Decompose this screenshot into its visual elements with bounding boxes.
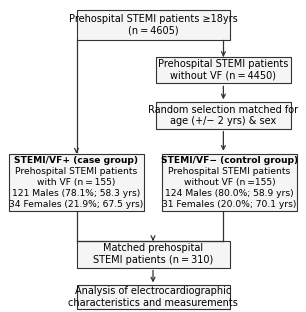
Text: with VF (n = 155): with VF (n = 155) — [37, 178, 116, 187]
Text: Prehospital STEMI patients: Prehospital STEMI patients — [15, 167, 138, 176]
FancyBboxPatch shape — [156, 102, 291, 129]
FancyBboxPatch shape — [76, 10, 230, 40]
Text: Prehospital STEMI patients ≥18yrs
(n = 4605): Prehospital STEMI patients ≥18yrs (n = 4… — [69, 14, 237, 36]
Text: Matched prehospital
STEMI patients (n = 310): Matched prehospital STEMI patients (n = … — [93, 243, 213, 265]
FancyBboxPatch shape — [162, 154, 297, 212]
Text: STEMI/VF+ (case group): STEMI/VF+ (case group) — [14, 156, 139, 165]
Text: STEMI/VF− (control group): STEMI/VF− (control group) — [161, 156, 298, 165]
FancyBboxPatch shape — [9, 154, 144, 212]
Text: Analysis of electrocardiographic
characteristics and measurements: Analysis of electrocardiographic charact… — [68, 286, 238, 308]
FancyBboxPatch shape — [156, 57, 291, 83]
FancyBboxPatch shape — [76, 285, 230, 309]
Text: Prehospital STEMI patients
without VF (n = 4450): Prehospital STEMI patients without VF (n… — [158, 59, 289, 81]
Text: without VF (n =155): without VF (n =155) — [184, 178, 275, 187]
Text: 124 Males (80.0%; 58.9 yrs): 124 Males (80.0%; 58.9 yrs) — [165, 189, 294, 198]
FancyBboxPatch shape — [76, 241, 230, 268]
Text: 34 Females (21.9%; 67.5 yrs): 34 Females (21.9%; 67.5 yrs) — [9, 200, 144, 209]
Text: Random selection matched for
age (+/− 2 yrs) & sex: Random selection matched for age (+/− 2 … — [148, 105, 298, 126]
Text: 121 Males (78.1%; 58.3 yrs): 121 Males (78.1%; 58.3 yrs) — [12, 189, 141, 198]
Text: 31 Females (20.0%; 70.1 yrs): 31 Females (20.0%; 70.1 yrs) — [162, 200, 297, 209]
Text: Prehospital STEMI patients: Prehospital STEMI patients — [168, 167, 291, 176]
